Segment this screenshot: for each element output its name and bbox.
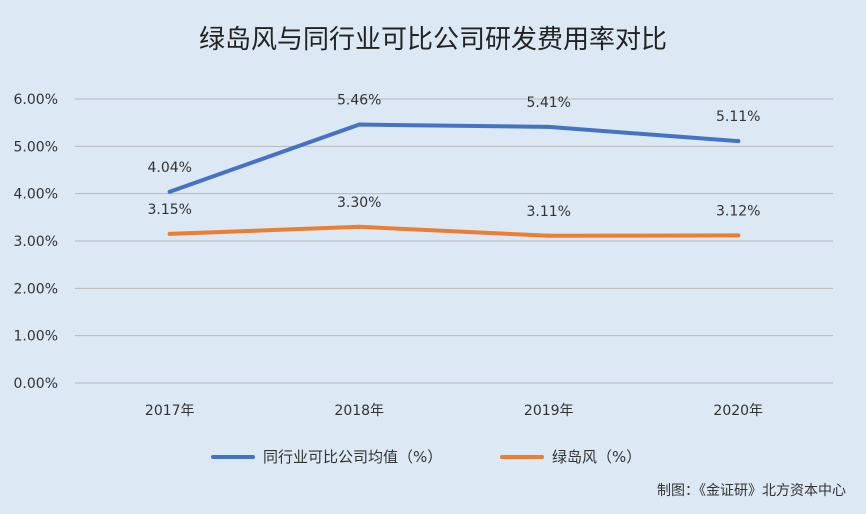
data-point: [546, 233, 551, 238]
data-label: 5.46%: [337, 93, 381, 109]
data-label: 3.30%: [337, 195, 381, 211]
y-tick-label: 1.00%: [14, 329, 58, 345]
y-tick-label: 0.00%: [14, 376, 58, 392]
data-point: [546, 124, 551, 129]
series-lines: [167, 122, 741, 238]
data-point: [167, 231, 172, 236]
footer-credit: 制图：《金证研》北方资本中心: [657, 483, 846, 499]
x-tick-label: 2020年: [713, 403, 763, 419]
data-point: [357, 122, 362, 127]
y-tick-label: 6.00%: [14, 92, 58, 108]
data-label: 3.12%: [716, 203, 760, 219]
series-line-1: [167, 224, 741, 238]
x-tick-label: 2018年: [334, 403, 384, 419]
y-tick-label: 5.00%: [14, 139, 58, 155]
data-labels: 4.04% 5.46% 5.41% 5.11% 3.15% 3.30% 3.11% 3.12%: [148, 93, 761, 220]
legend-label-0: 同行业可比公司均值（%）: [263, 448, 442, 466]
data-label: 3.15%: [148, 202, 192, 218]
data-point: [357, 224, 362, 229]
data-label: 5.41%: [527, 95, 571, 111]
data-point: [736, 139, 741, 144]
legend: 同行业可比公司均值（%） 绿岛风（%）: [211, 448, 641, 466]
data-label: 4.04%: [148, 160, 192, 176]
y-axis-ticks: 0.00% 1.00% 2.00% 3.00% 4.00% 5.00% 6.00%: [14, 92, 58, 392]
series-line-0: [167, 122, 741, 194]
chart-title: 绿岛风与同行业可比公司研发费用率对比: [199, 25, 667, 55]
y-tick-label: 3.00%: [14, 234, 58, 250]
grid-lines: [75, 98, 833, 384]
y-tick-label: 4.00%: [14, 187, 58, 203]
data-label: 5.11%: [716, 109, 760, 125]
data-label: 3.11%: [527, 204, 571, 220]
legend-label-1: 绿岛风（%）: [552, 448, 641, 466]
x-axis-ticks: 2017年 2018年 2019年 2020年: [145, 403, 763, 419]
y-tick-label: 2.00%: [14, 281, 58, 297]
x-tick-label: 2017年: [145, 403, 195, 419]
data-point: [167, 189, 172, 194]
x-tick-label: 2019年: [524, 403, 574, 419]
data-point: [736, 233, 741, 238]
